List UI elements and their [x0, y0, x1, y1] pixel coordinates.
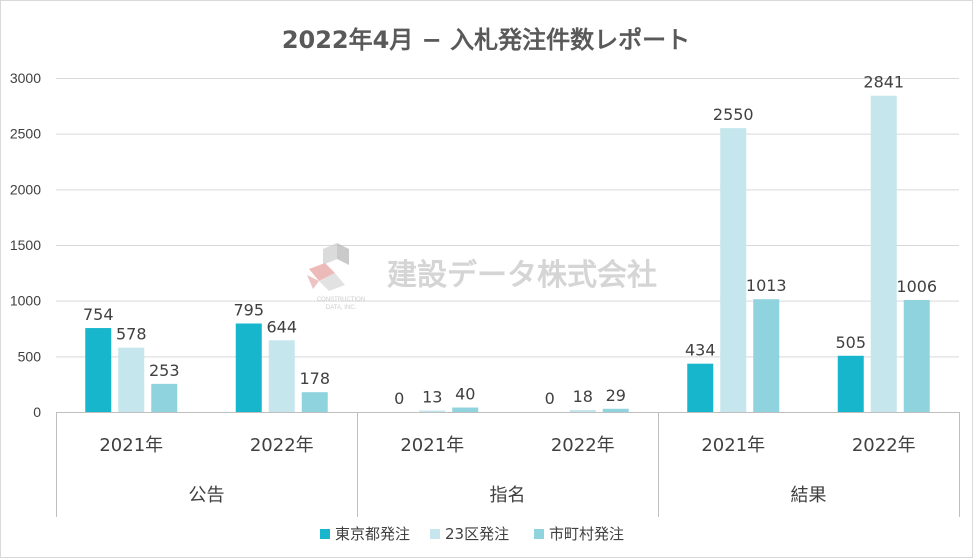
bars [85, 95, 930, 413]
data-label: 505 [835, 333, 866, 352]
construction-data-logo-icon [307, 243, 349, 291]
data-label: 1006 [896, 277, 937, 296]
data-label: 644 [266, 317, 297, 336]
x-tick-label: 2022年 [852, 435, 916, 456]
data-label: 795 [233, 300, 264, 319]
legend-swatch [430, 529, 440, 539]
legend-swatch [534, 529, 544, 539]
bar [301, 392, 328, 412]
watermark: CONSTRUCTION DATA, INC. 建設データ株式会社 [307, 243, 657, 311]
y-tick-label: 2500 [10, 126, 41, 142]
y-axis-ticks: 0 500 1000 1500 2000 2500 3000 [10, 70, 41, 420]
bar [602, 408, 629, 412]
y-tick-label: 2000 [10, 181, 41, 197]
y-tick-label: 500 [18, 348, 42, 364]
data-label: 1013 [746, 276, 787, 295]
bar [268, 340, 295, 412]
x-tick-label: 2021年 [400, 435, 464, 456]
bar [720, 128, 747, 412]
bar [569, 409, 596, 412]
data-label: 578 [116, 325, 147, 344]
legend-swatch [320, 529, 330, 539]
data-label: 29 [606, 386, 626, 405]
data-label: 434 [685, 341, 716, 360]
bar [903, 299, 930, 412]
y-tick-label: 3000 [10, 70, 41, 86]
watermark-text: 建設データ株式会社 [387, 258, 657, 293]
data-label: 2841 [863, 73, 904, 92]
data-label: 0 [394, 389, 404, 408]
bar [870, 95, 897, 413]
data-label: 18 [573, 387, 593, 406]
bar [151, 383, 178, 412]
bar [837, 355, 864, 412]
data-label: 13 [422, 388, 442, 407]
bar [118, 347, 145, 412]
bar [419, 410, 446, 412]
y-tick-label: 0 [33, 404, 41, 420]
y-tick-label: 1500 [10, 237, 41, 253]
watermark-sub-line1: CONSTRUCTION [317, 297, 365, 303]
data-label: 2550 [713, 105, 754, 124]
bar [452, 407, 479, 412]
bar [687, 363, 714, 412]
legend-label: 23区発注 [445, 525, 509, 543]
data-label: 253 [149, 361, 180, 380]
data-label: 178 [299, 369, 330, 388]
data-labels: 754 795 0 0 434 505 578 644 13 18 2550 2841 253 178 40… [83, 73, 937, 408]
chart-title: 2022年4月 − 入札発注件数レポート [282, 26, 690, 54]
legend-label: 市町村発注 [549, 525, 624, 543]
x-tick-label: 2022年 [250, 435, 314, 456]
y-tick-label: 1000 [10, 293, 41, 309]
watermark-sub-line2: DATA, INC. [326, 305, 357, 311]
x-group-label: 結果 [791, 485, 827, 506]
gridlines [56, 78, 959, 358]
data-label: 754 [83, 305, 114, 324]
legend-label: 東京都発注 [335, 525, 410, 543]
x-group-label: 指名 [490, 485, 526, 506]
x-tick-label: 2021年 [99, 435, 163, 456]
legend: 東京都発注 23区発注 市町村発注 [320, 525, 624, 543]
bar [753, 299, 780, 412]
data-label: 40 [455, 385, 475, 404]
bar [235, 323, 262, 412]
x-tick-label: 2021年 [701, 435, 765, 456]
data-label: 0 [545, 389, 555, 408]
x-group-label: 公告 [189, 485, 225, 506]
bar [85, 328, 112, 412]
x-tick-label: 2022年 [551, 435, 615, 456]
